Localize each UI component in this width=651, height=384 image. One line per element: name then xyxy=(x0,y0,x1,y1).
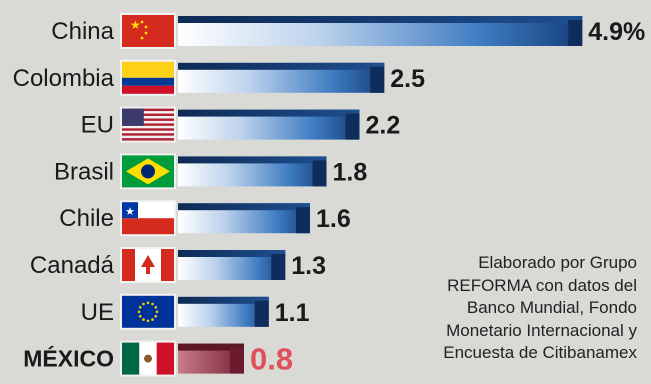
bar-top-edge xyxy=(178,156,327,164)
bar-end-cap xyxy=(254,300,269,327)
eu-flag xyxy=(120,293,176,330)
category-label: Canadá xyxy=(30,252,115,279)
bar-row: EU 2.2 xyxy=(81,106,401,143)
bar-end-cap xyxy=(230,347,244,374)
bar-end-cap xyxy=(296,207,310,234)
bar-top-edge xyxy=(178,296,269,304)
source-line: Banco Mundial, Fondo xyxy=(466,298,637,317)
category-label: Brasil xyxy=(54,158,114,185)
source-line: REFORMA con datos del xyxy=(447,275,637,295)
bar-row: MÉXICO 0.8 xyxy=(23,340,293,377)
colombia-flag xyxy=(120,59,176,96)
bar-end-cap xyxy=(271,254,286,280)
value-label: 2.5 xyxy=(390,65,425,93)
value-label: 1.6 xyxy=(316,205,351,233)
svg-text:★: ★ xyxy=(125,206,135,218)
category-label: UE xyxy=(81,299,114,326)
category-label: Colombia xyxy=(13,65,115,92)
value-label: 1.1 xyxy=(275,299,310,327)
bar-end-cap xyxy=(312,160,327,187)
bar-top-edge xyxy=(178,109,360,117)
source-line: Encuesta de Citibanamex xyxy=(443,343,637,362)
value-label: 2.2 xyxy=(366,112,401,140)
bar-top-edge xyxy=(178,343,244,351)
source-note: Elaborado por Grupo REFORMA con datos de… xyxy=(387,252,637,365)
value-label: 1.3 xyxy=(291,252,326,280)
category-label: MÉXICO xyxy=(23,345,114,372)
bar-top-edge xyxy=(178,16,583,23)
value-label: 4.9% xyxy=(588,18,645,46)
mexico-flag xyxy=(120,340,176,377)
brazil-flag xyxy=(120,153,176,190)
bar-row: Chile ★ 1.6 xyxy=(59,200,351,237)
bar-row: Canadá 1.3 xyxy=(30,247,326,283)
bar-end-cap xyxy=(345,113,360,140)
bar-top-edge xyxy=(178,62,385,70)
bar-top-edge xyxy=(178,250,286,257)
china-flag: ★ xyxy=(120,13,176,49)
source-line: Monetario Internacional y xyxy=(446,320,637,340)
category-label: China xyxy=(51,18,114,45)
value-label: 0.8 xyxy=(250,342,293,377)
category-label: Chile xyxy=(59,205,114,232)
bar-row: Colombia 2.5 xyxy=(13,59,425,96)
svg-text:★: ★ xyxy=(130,18,141,32)
bar-row: UE 1.1 xyxy=(81,293,310,330)
chile-flag: ★ xyxy=(120,200,176,237)
canada-flag xyxy=(120,247,176,283)
bar-row: China ★ 4.9% xyxy=(51,13,645,49)
category-label: EU xyxy=(81,112,114,139)
bar-end-cap xyxy=(568,20,583,46)
bar-end-cap xyxy=(370,66,385,93)
bar-row: Brasil 1.8 xyxy=(54,153,368,190)
usa-flag xyxy=(120,106,176,143)
source-line: Elaborado por Grupo xyxy=(478,253,637,272)
value-label: 1.8 xyxy=(333,158,368,186)
bar-top-edge xyxy=(178,203,310,211)
